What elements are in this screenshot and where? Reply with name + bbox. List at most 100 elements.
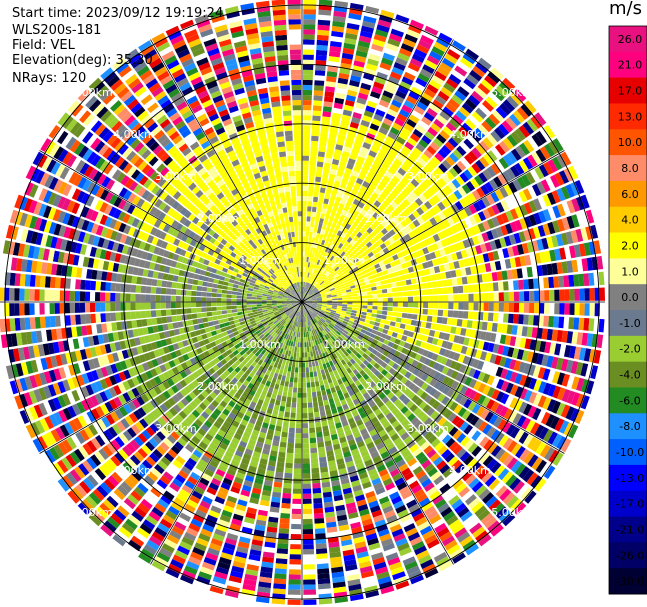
range-gate: [518, 279, 524, 290]
range-gate: [373, 158, 383, 167]
range-gate: [533, 315, 539, 326]
range-gate: [425, 385, 433, 394]
range-gate: [317, 313, 323, 318]
range-gate: [404, 560, 418, 571]
range-gate: [534, 303, 540, 314]
range-gate: [312, 366, 317, 372]
range-gate: [482, 283, 489, 292]
range-gate: [321, 177, 328, 184]
range-gate: [323, 314, 329, 319]
range-gate: [376, 331, 382, 337]
range-gate: [463, 454, 474, 466]
range-gate: [316, 563, 329, 570]
range-gate: [593, 240, 602, 255]
range-gate: [484, 332, 492, 342]
range-gate: [561, 373, 570, 387]
range-gate: [578, 317, 585, 331]
range-gate: [430, 184, 439, 194]
range-gate: [306, 282, 309, 288]
range-gate: [314, 513, 324, 519]
range-gate: [306, 288, 309, 293]
range-gate: [376, 183, 385, 192]
range-gate: [455, 344, 463, 353]
range-gate: [484, 242, 492, 252]
range-gate: [391, 282, 397, 288]
range-gate: [372, 298, 378, 302]
range-gate: [331, 319, 337, 324]
range-gate: [382, 297, 388, 302]
range-gate: [287, 366, 292, 372]
range-gate: [535, 149, 547, 163]
range-gate: [302, 201, 307, 207]
range-gate: [302, 95, 312, 101]
range-gate: [331, 117, 341, 124]
range-gate: [305, 287, 309, 293]
range-gate: [307, 302, 313, 303]
range-gate: [525, 171, 536, 185]
range-gate: [340, 477, 350, 485]
range-gate: [289, 549, 301, 555]
range-gate: [455, 269, 462, 277]
range-gate: [333, 201, 340, 208]
range-gate: [395, 206, 403, 214]
range-gate: [333, 283, 339, 288]
range-gate: [502, 513, 516, 527]
range-gate: [291, 366, 295, 373]
range-gate: [471, 162, 482, 174]
range-gate: [462, 239, 470, 249]
range-gate: [310, 216, 316, 223]
range-gate: [354, 251, 361, 258]
range-gate: [359, 241, 366, 248]
range-gate: [463, 258, 470, 267]
range-gate: [316, 391, 322, 397]
range-gate: [495, 506, 509, 519]
range-gate: [274, 430, 281, 437]
range-gate: [276, 420, 283, 427]
range-gate: [312, 303, 318, 305]
range-gate: [359, 332, 365, 338]
range-gate: [332, 112, 342, 120]
range-gate: [369, 352, 376, 359]
range-gate: [371, 509, 383, 518]
range-gate: [341, 114, 351, 122]
range-gate: [394, 322, 401, 328]
range-gate: [376, 196, 385, 204]
range-gate: [321, 476, 330, 483]
range-gate: [338, 355, 344, 362]
range-gate: [484, 475, 497, 487]
range-gate: [584, 303, 590, 316]
range-gate: [317, 370, 322, 376]
range-gate: [560, 186, 571, 200]
range-gate: [432, 233, 441, 242]
range-gate: [294, 463, 302, 469]
range-gate: [456, 145, 467, 156]
range-gate: [506, 269, 513, 280]
range-gate: [336, 260, 342, 267]
range-gate: [552, 138, 564, 152]
range-gate: [343, 146, 352, 153]
range-gate: [313, 95, 323, 101]
range-gate: [348, 346, 355, 352]
range-gate: [395, 239, 403, 246]
range-gate: [382, 350, 390, 357]
range-gate: [302, 468, 311, 474]
range-gate: [468, 389, 478, 400]
range-gate: [454, 130, 466, 141]
range-gate: [443, 82, 456, 93]
range-gate: [571, 376, 580, 390]
range-gate: [444, 539, 458, 551]
range-gate: [331, 293, 337, 296]
range-gate: [345, 255, 351, 262]
range-gate: [514, 219, 523, 231]
range-gate: [343, 424, 351, 432]
range-gate: [355, 224, 363, 232]
range-gate: [496, 378, 505, 390]
range-gate: [314, 317, 319, 322]
range-gate: [331, 306, 337, 310]
range-gate: [482, 373, 491, 384]
range-gate: [493, 176, 503, 188]
range-gate: [489, 332, 497, 343]
range-gate: [323, 287, 329, 291]
range-gate: [288, 574, 301, 580]
range-gate: [280, 513, 290, 519]
